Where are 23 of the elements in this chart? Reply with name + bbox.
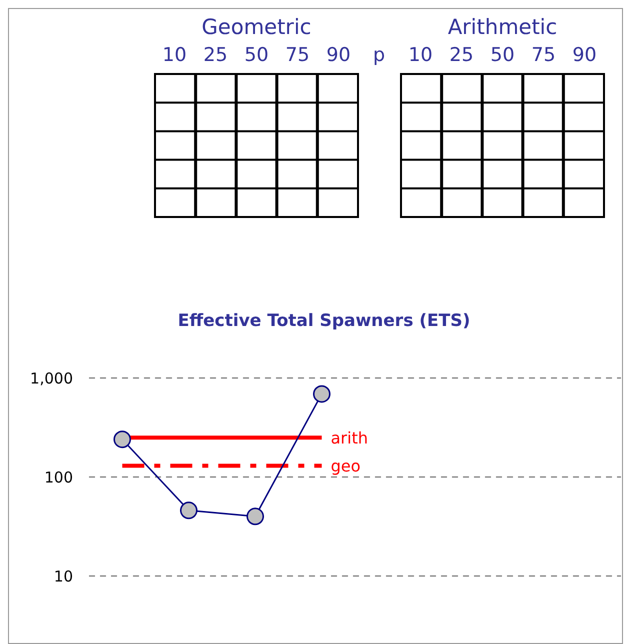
y-tick-label: 100	[44, 468, 73, 486]
point	[180, 502, 198, 520]
text: 90	[571, 44, 598, 66]
ref-line-label: geo	[330, 456, 361, 476]
text: 90	[325, 44, 352, 66]
text: 10	[407, 44, 434, 66]
text: 25	[202, 44, 229, 66]
point	[313, 385, 330, 403]
text: 50	[243, 44, 270, 66]
point	[246, 508, 264, 526]
text: Geometric	[200, 15, 312, 39]
text: 75	[284, 44, 311, 66]
point	[114, 430, 131, 448]
text: 50	[489, 44, 516, 66]
y-tick-label: 1,000	[30, 369, 73, 388]
text: Arithmetic	[446, 15, 558, 39]
text: 75	[530, 44, 557, 66]
text: p	[372, 44, 386, 66]
text: 10	[161, 44, 188, 66]
y-tick-label: 10	[54, 567, 73, 586]
chart-title: Effective Total Spawners (ETS)	[176, 311, 472, 331]
text: 25	[448, 44, 475, 66]
ref-line-label: arith	[330, 428, 368, 448]
